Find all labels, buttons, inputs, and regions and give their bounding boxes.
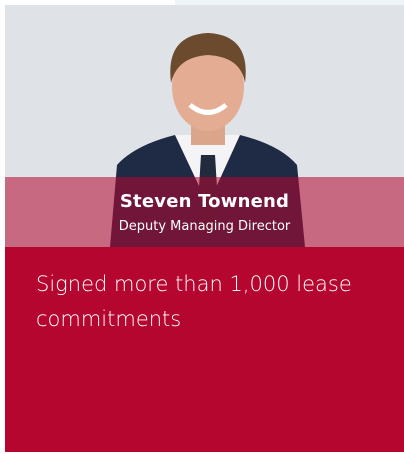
person-role: Deputy Managing Director (5, 219, 404, 234)
name-band: Steven Townend Deputy Managing Director (5, 177, 404, 247)
profile-card[interactable]: Steven Townend Deputy Managing Director … (5, 5, 404, 452)
highlight-text: Signed more than 1,000 lease commitments (36, 267, 376, 337)
person-name: Steven Townend (5, 191, 404, 212)
page: Steven Townend Deputy Managing Director … (0, 0, 404, 454)
